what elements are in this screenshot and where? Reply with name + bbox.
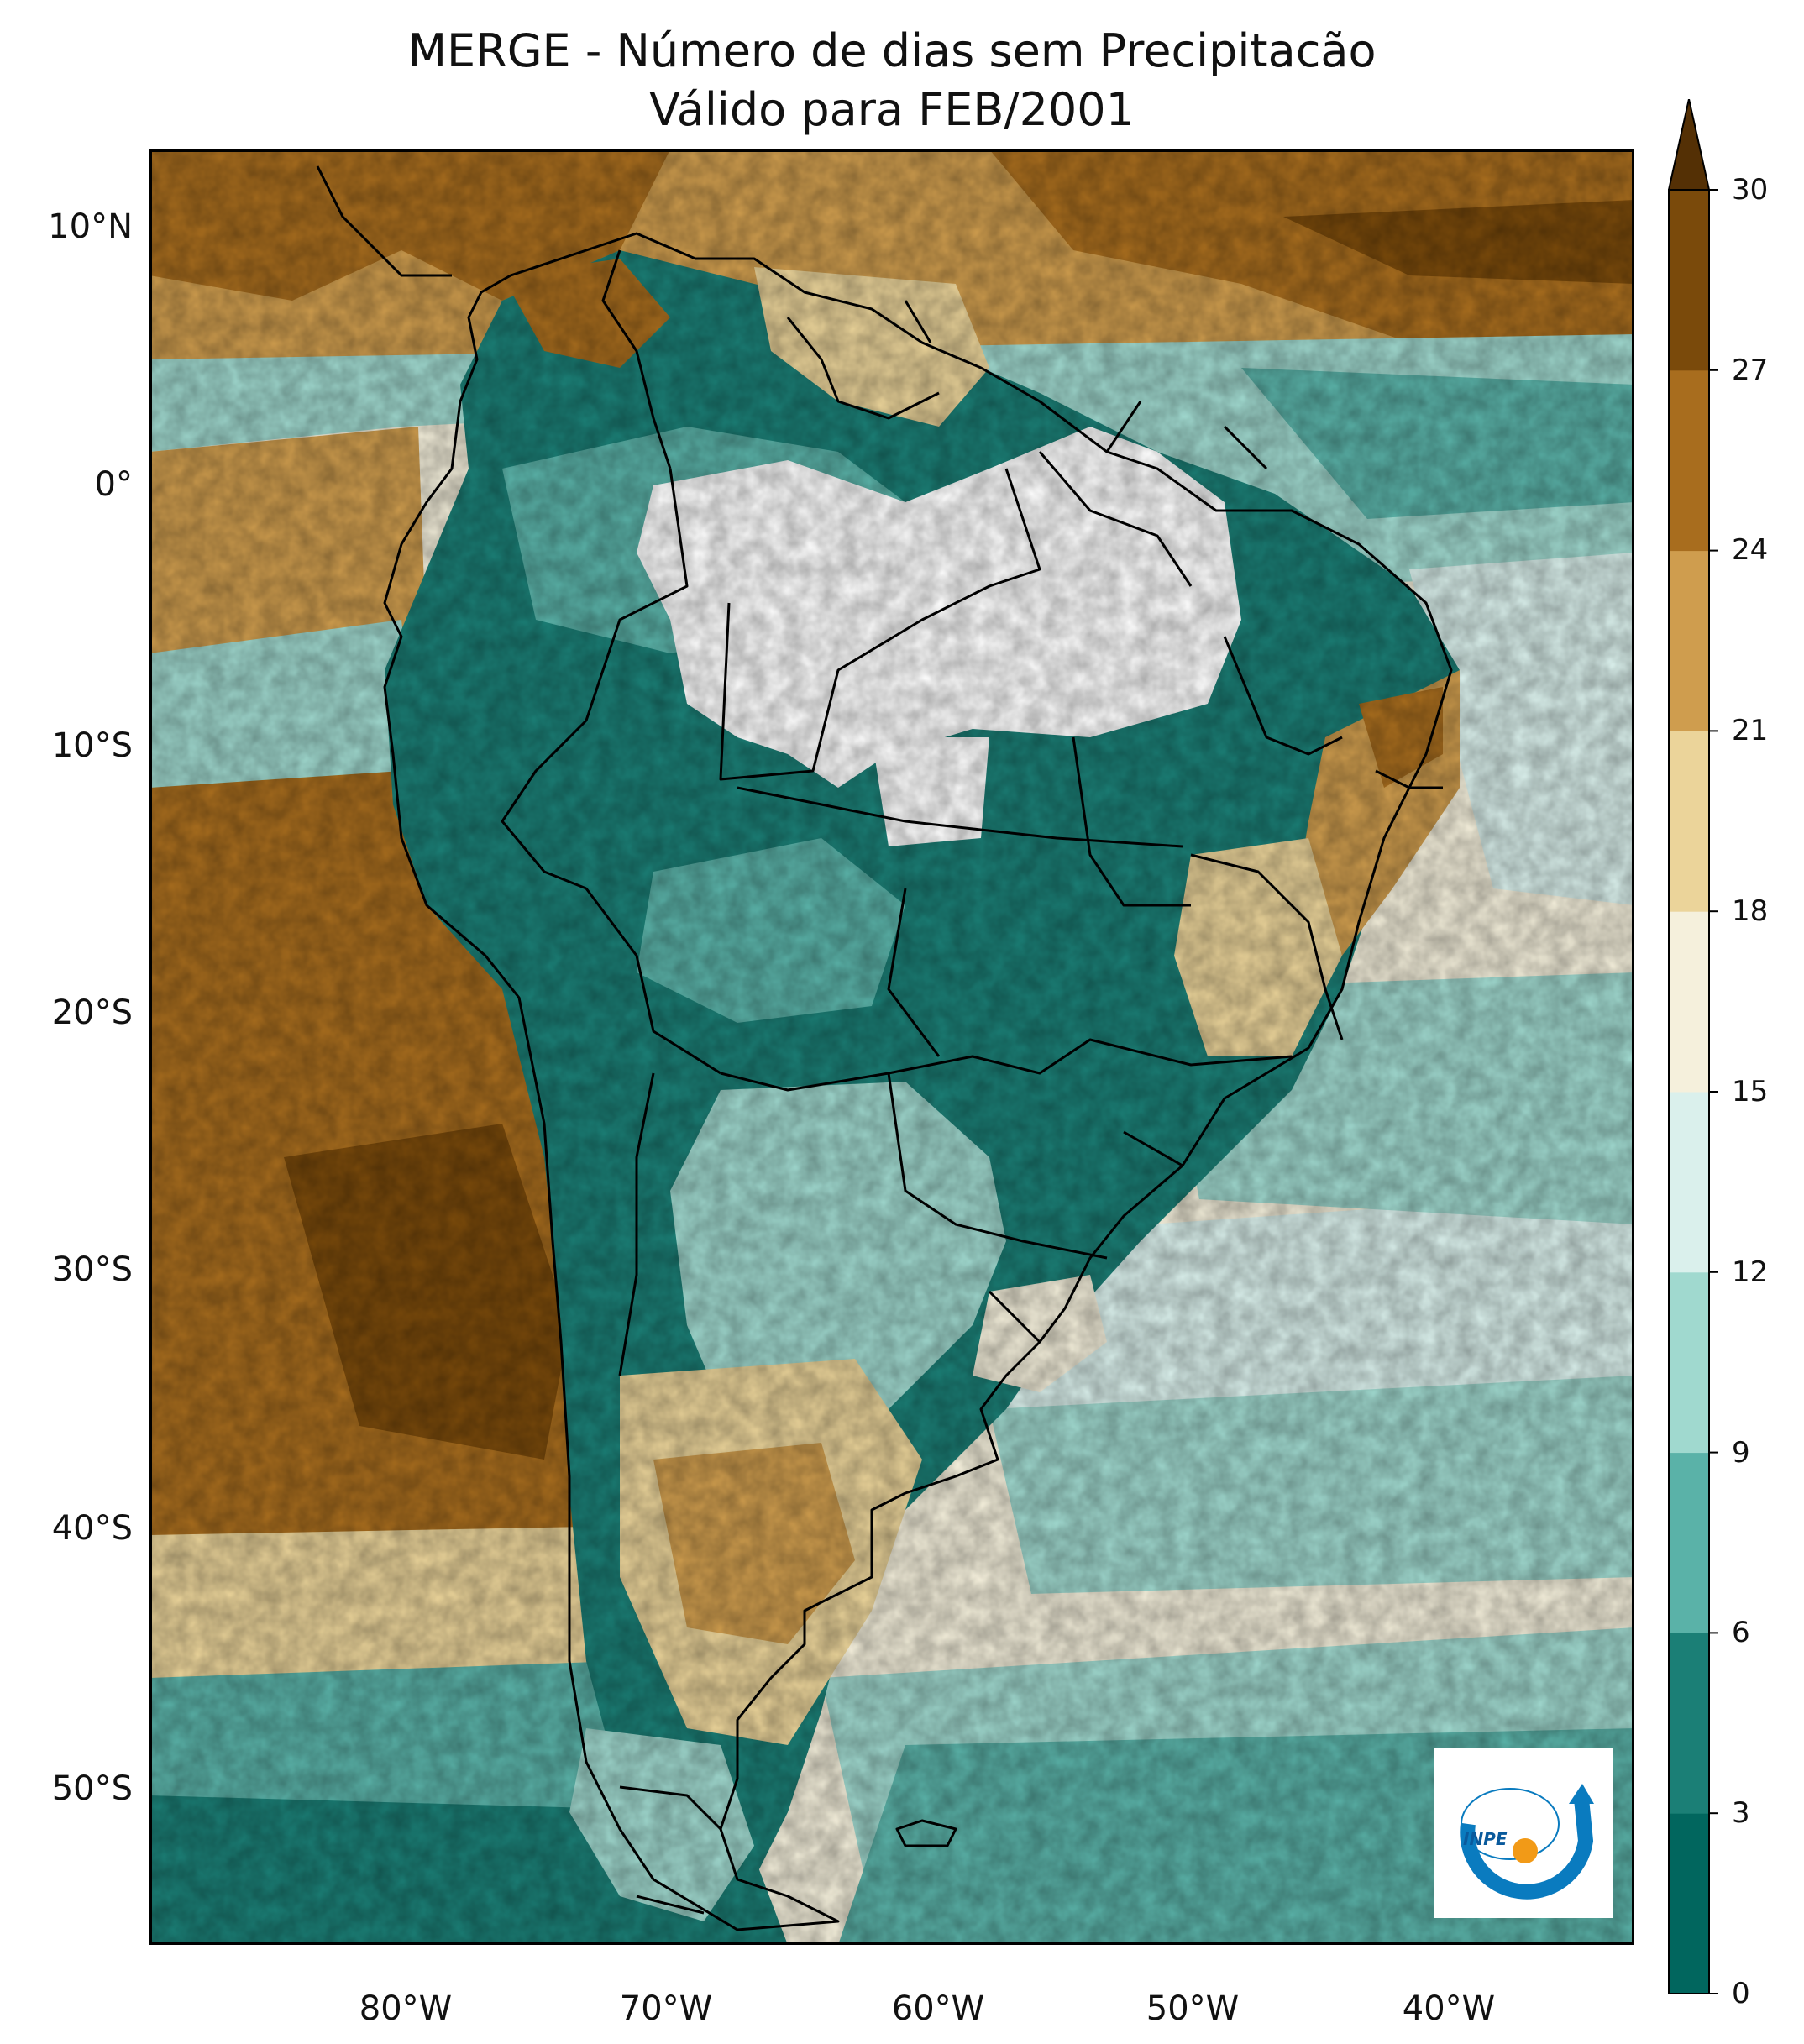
colorbar-segment bbox=[1669, 369, 1709, 552]
lon-label-80w: 80°W bbox=[359, 1989, 453, 2028]
map-subtitle: Válido para FEB/2001 bbox=[649, 83, 1135, 136]
colorbar-extend-arrow bbox=[1668, 99, 1711, 191]
colorbar-segment bbox=[1669, 550, 1709, 731]
colorbar-tick-21: 21 bbox=[1732, 714, 1769, 747]
colorbar-tick-0: 0 bbox=[1732, 1977, 1750, 2010]
colorbar-tick-24: 24 bbox=[1732, 533, 1769, 567]
logo-orbit bbox=[1461, 1788, 1560, 1860]
lat-label-10s: 10°S bbox=[51, 726, 133, 765]
colorbar-tick-27: 27 bbox=[1732, 354, 1769, 387]
logo-text: INPE bbox=[1463, 1829, 1508, 1849]
colorbar-segment bbox=[1669, 911, 1709, 1093]
colorbar-segment bbox=[1669, 1813, 1709, 1994]
lat-label-50s: 50°S bbox=[51, 1769, 133, 1808]
lon-label-70w: 70°W bbox=[619, 1989, 713, 2028]
coastline-borders bbox=[316, 165, 1453, 1931]
logo-dot bbox=[1513, 1838, 1538, 1863]
precip-field bbox=[149, 149, 1634, 1945]
colorbar bbox=[1668, 99, 1718, 1994]
colorbar-tick-3: 3 bbox=[1732, 1796, 1750, 1830]
map-border bbox=[149, 149, 1634, 1945]
colorbar-segment bbox=[1669, 1633, 1709, 1814]
colorbar-tick-15: 15 bbox=[1732, 1075, 1769, 1108]
lon-label-50w: 50°W bbox=[1146, 1989, 1240, 2028]
colorbar-segment bbox=[1669, 1452, 1709, 1633]
colorbar-tick-12: 12 bbox=[1732, 1255, 1769, 1289]
lat-label-40s: 40°S bbox=[51, 1509, 133, 1548]
map-panel bbox=[149, 149, 1634, 1945]
lon-label-40w: 40°W bbox=[1402, 1989, 1496, 2028]
colorbar-tick-18: 18 bbox=[1732, 894, 1769, 928]
logo-arrow bbox=[1569, 1784, 1594, 1804]
inpe-logo: INPE bbox=[1434, 1748, 1613, 1918]
lat-label-20s: 20°S bbox=[51, 993, 133, 1032]
logo-swoosh bbox=[1460, 1798, 1594, 1900]
map-title: MERGE - Número de dias sem Precipitacão bbox=[407, 24, 1377, 77]
colorbar-segment bbox=[1669, 731, 1709, 912]
colorbar-segment bbox=[1669, 1092, 1709, 1273]
colorbar-tick-30: 30 bbox=[1732, 173, 1769, 207]
lat-label-10n: 10°N bbox=[48, 207, 133, 246]
colorbar-tick-9: 9 bbox=[1732, 1436, 1750, 1470]
colorbar-segment bbox=[1669, 190, 1709, 371]
lon-label-60w: 60°W bbox=[891, 1989, 985, 2028]
colorbar-tick-6: 6 bbox=[1732, 1616, 1750, 1649]
lat-label-0: 0° bbox=[94, 465, 133, 504]
inpe-logo-graphic: INPE bbox=[1460, 1784, 1594, 1900]
lat-label-30s: 30°S bbox=[51, 1250, 133, 1289]
colorbar-segment bbox=[1669, 1271, 1709, 1454]
